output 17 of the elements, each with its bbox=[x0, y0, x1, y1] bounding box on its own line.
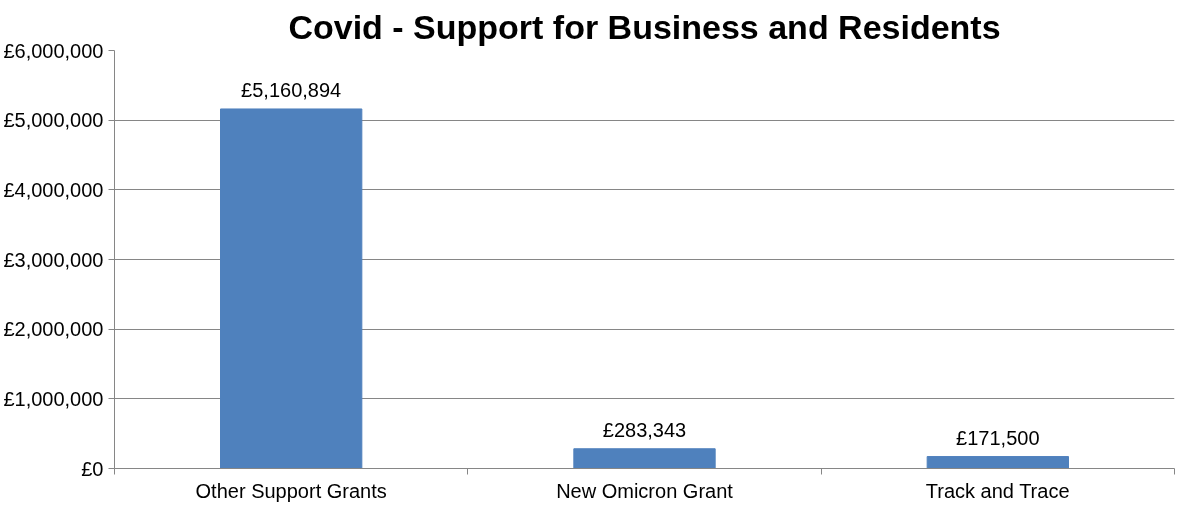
data-label: £171,500 bbox=[956, 426, 1040, 449]
y-tick-label: £5,000,000 bbox=[3, 109, 104, 132]
y-tick-label: £4,000,000 bbox=[3, 178, 104, 201]
y-tick-label: £1,000,000 bbox=[3, 387, 104, 410]
y-tick-label: £0 bbox=[81, 457, 104, 480]
bar bbox=[926, 456, 1069, 469]
y-tick-label: £2,000,000 bbox=[3, 318, 104, 341]
data-label: £5,160,894 bbox=[241, 78, 342, 101]
x-tick-label: Other Support Grants bbox=[195, 479, 387, 502]
chart-title: Covid - Support for Business and Residents bbox=[288, 7, 1001, 46]
x-tick-label: Track and Trace bbox=[925, 479, 1070, 502]
y-tick-label: £6,000,000 bbox=[3, 39, 104, 62]
bar bbox=[573, 448, 716, 469]
y-tick-label: £3,000,000 bbox=[3, 248, 104, 271]
bar bbox=[220, 108, 363, 469]
data-label: £283,343 bbox=[602, 418, 687, 441]
x-tick-label: New Omicron Grant bbox=[556, 479, 734, 502]
